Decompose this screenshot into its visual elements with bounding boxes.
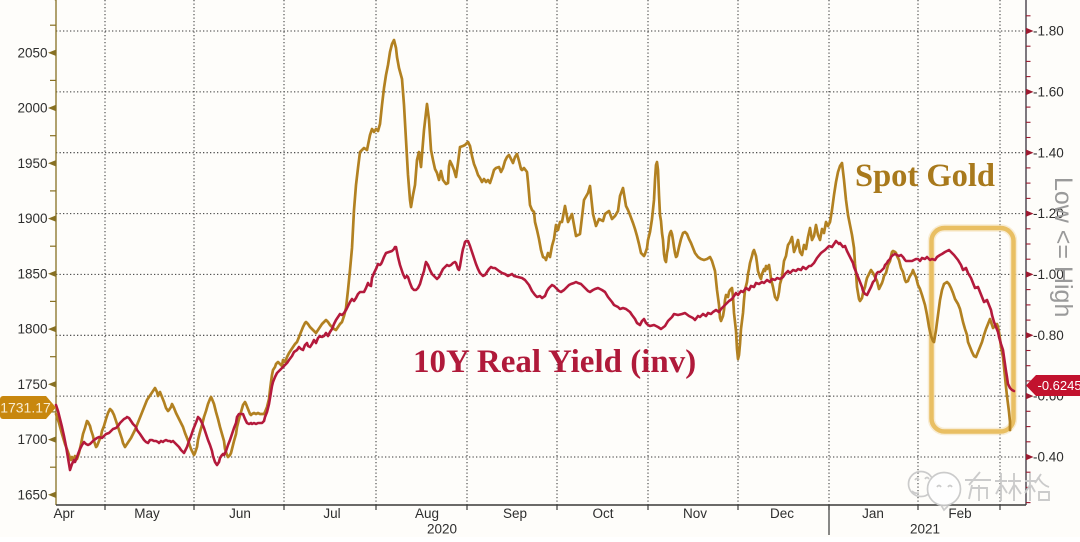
svg-text:-1.40: -1.40 [1033, 145, 1064, 160]
svg-text:2050: 2050 [17, 45, 47, 60]
svg-text:2020: 2020 [427, 522, 457, 537]
svg-text:Low <= High: Low <= High [1049, 177, 1077, 317]
svg-text:Sep: Sep [503, 506, 527, 521]
svg-text:1950: 1950 [17, 156, 47, 171]
svg-text:2021: 2021 [910, 522, 940, 537]
svg-text:2000: 2000 [17, 101, 47, 116]
svg-text:-0.40: -0.40 [1033, 450, 1064, 465]
svg-text:Spot Gold: Spot Gold [855, 158, 995, 194]
svg-text:Jul: Jul [323, 506, 340, 521]
svg-text:1850: 1850 [17, 266, 47, 281]
svg-text:Dec: Dec [770, 506, 794, 521]
svg-text:Aug: Aug [415, 506, 439, 521]
svg-text:Nov: Nov [683, 506, 707, 521]
svg-text:1650: 1650 [17, 487, 47, 502]
svg-text:Feb: Feb [948, 506, 971, 521]
svg-text:Apr: Apr [53, 506, 75, 521]
svg-text:1731.17: 1731.17 [0, 400, 51, 416]
svg-text:Jun: Jun [229, 506, 251, 521]
svg-text:May: May [134, 506, 160, 521]
svg-text:1900: 1900 [17, 211, 47, 226]
svg-text:Jan: Jan [862, 506, 884, 521]
svg-text:-0.6245: -0.6245 [1038, 378, 1080, 393]
svg-text:1700: 1700 [17, 432, 47, 447]
svg-text:1800: 1800 [17, 322, 47, 337]
svg-text:1750: 1750 [17, 377, 47, 392]
svg-text:-1.60: -1.60 [1033, 85, 1064, 100]
svg-text:10Y Real Yield (inv): 10Y Real Yield (inv) [413, 344, 696, 380]
svg-text:-1.80: -1.80 [1033, 24, 1064, 39]
svg-text:Oct: Oct [592, 506, 613, 521]
svg-text:-0.80: -0.80 [1033, 328, 1064, 343]
